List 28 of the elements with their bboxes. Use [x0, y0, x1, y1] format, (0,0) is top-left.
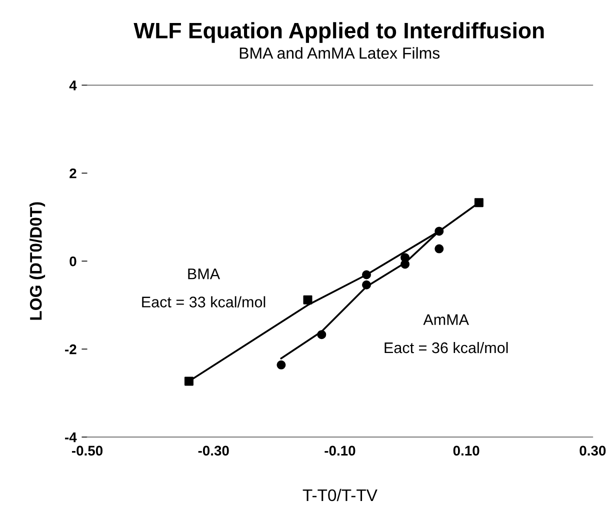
point — [434, 244, 444, 254]
y-tick-label: 0 — [70, 256, 76, 266]
point — [184, 376, 194, 386]
chart-subtitle: BMA and AmMA Latex Films — [240, 47, 440, 59]
y-tick-label: -4 — [65, 432, 77, 442]
point — [276, 360, 286, 370]
annotation: BMA — [188, 268, 220, 280]
y-tick-label: 4 — [69, 80, 77, 90]
y-tick-label: -2 — [65, 344, 76, 354]
y-tick-label: 2 — [70, 168, 76, 178]
point — [474, 198, 484, 208]
point — [400, 260, 410, 269]
point — [362, 280, 371, 290]
x-tick-label: -0.10 — [324, 446, 356, 456]
annotation: Eact = 36 kcal/mol — [384, 342, 508, 354]
x-tick-label: -0.30 — [198, 446, 229, 456]
annotation: Eact = 33 kcal/mol — [142, 296, 266, 308]
chart-title: WLF Equation Applied to Interdiffusion — [134, 22, 544, 43]
point — [362, 270, 371, 280]
x-axis-title: T-T0/T-TV — [302, 488, 378, 502]
x-tick-label: 0.10 — [453, 446, 480, 456]
point — [303, 295, 312, 304]
x-tick-label: 0.30 — [580, 446, 606, 456]
y-axis-title: LOG (DT0/D0T) — [30, 202, 46, 320]
x-tick-label: -0.50 — [72, 446, 103, 456]
point — [317, 330, 326, 340]
annotation: AmMA — [423, 314, 469, 325]
point — [434, 226, 444, 236]
